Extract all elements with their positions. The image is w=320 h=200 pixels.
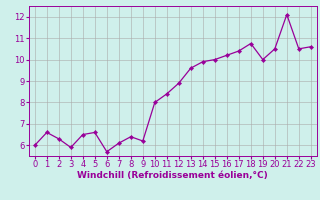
X-axis label: Windchill (Refroidissement éolien,°C): Windchill (Refroidissement éolien,°C) xyxy=(77,171,268,180)
